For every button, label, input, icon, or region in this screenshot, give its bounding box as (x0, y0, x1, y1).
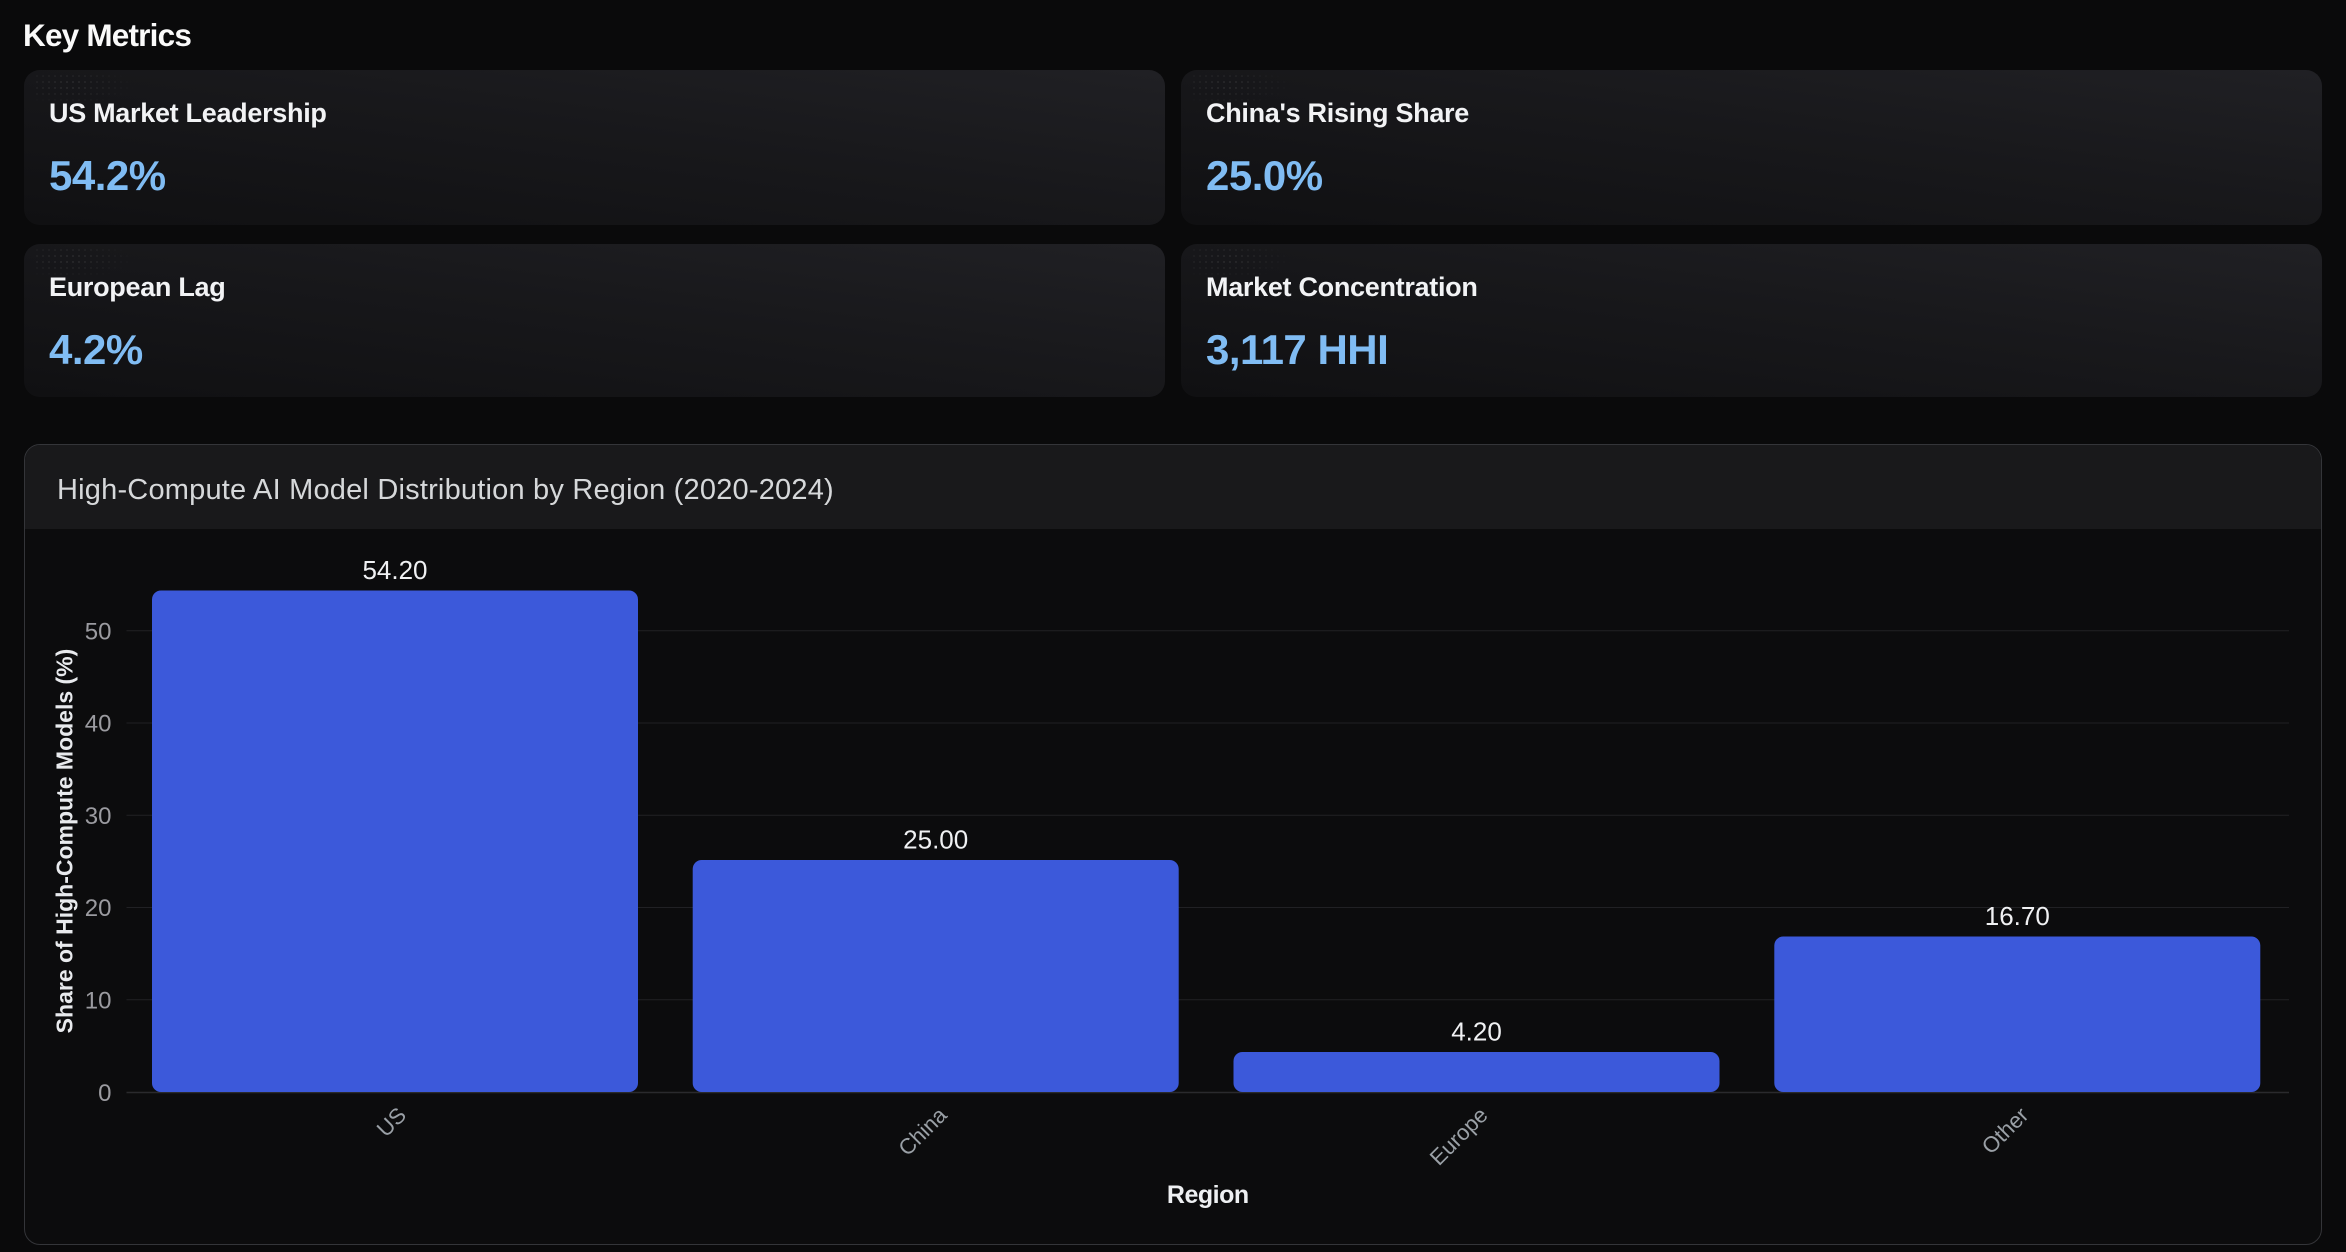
svg-text:54.20: 54.20 (362, 555, 427, 585)
svg-text:US: US (372, 1102, 411, 1141)
svg-text:Region: Region (1167, 1181, 1249, 1209)
svg-text:50: 50 (85, 618, 112, 645)
svg-text:Other: Other (1977, 1102, 2034, 1159)
svg-text:4.20: 4.20 (1451, 1016, 1502, 1046)
svg-text:10: 10 (85, 987, 112, 1014)
svg-text:30: 30 (85, 803, 112, 830)
svg-text:16.70: 16.70 (1985, 901, 2050, 931)
svg-text:Share of High-Compute Models (: Share of High-Compute Models (%) (52, 649, 78, 1034)
svg-text:25.00: 25.00 (903, 824, 968, 854)
svg-text:20: 20 (85, 895, 112, 922)
svg-text:40: 40 (85, 711, 112, 738)
svg-text:China: China (893, 1102, 952, 1161)
svg-text:Europe: Europe (1425, 1102, 1493, 1170)
svg-text:0: 0 (98, 1080, 111, 1107)
